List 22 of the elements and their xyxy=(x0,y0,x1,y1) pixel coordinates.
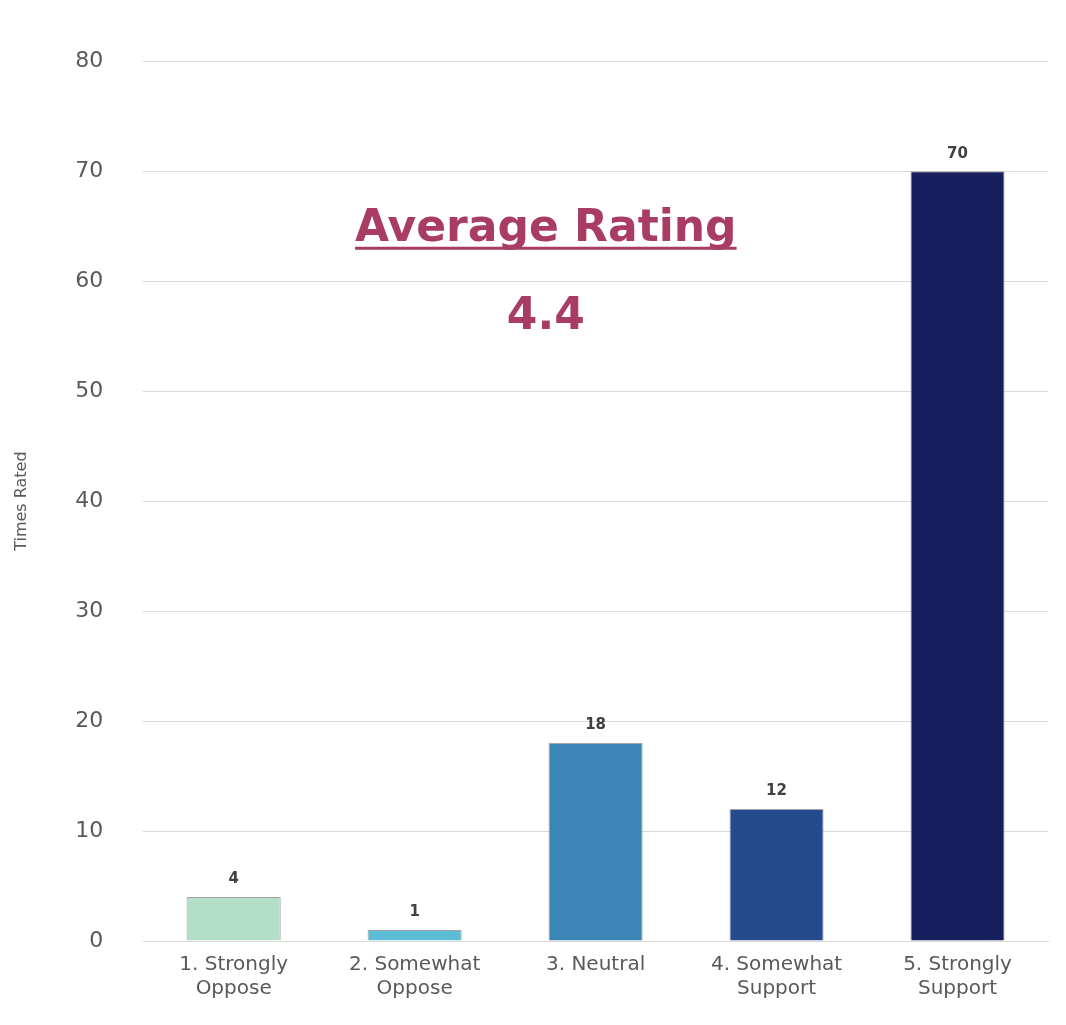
y-tick-label: 30 xyxy=(75,596,104,622)
y-tick-label: 50 xyxy=(75,376,104,402)
data-label: 4 xyxy=(228,869,239,888)
x-tick-label: 2. Somewhat Oppose xyxy=(348,951,481,1000)
y-axis-title: Times Rated xyxy=(10,451,30,552)
data-label: 12 xyxy=(766,781,787,800)
data-label: 1 xyxy=(409,902,420,921)
y-tick-label: 10 xyxy=(75,816,104,842)
data-label: 70 xyxy=(947,143,968,162)
x-tick-label: 4. Somewhat Support xyxy=(710,951,843,1000)
annotation: 4.4 xyxy=(506,288,585,340)
x-tick-label: 1. Strongly Oppose xyxy=(179,951,289,1000)
y-tick-label: 40 xyxy=(75,486,104,512)
x-tick-label: 5. Strongly Support xyxy=(903,951,1013,1000)
y-tick-label: 60 xyxy=(75,266,104,292)
annotation: Average Rating xyxy=(355,200,737,252)
y-tick-label: 80 xyxy=(75,46,104,72)
y-tick-label: 0 xyxy=(89,926,104,952)
y-tick-label: 20 xyxy=(75,706,104,732)
x-tick-label: 3. Neutral xyxy=(545,951,646,976)
y-tick-label: 70 xyxy=(75,156,104,182)
data-label: 18 xyxy=(585,715,607,734)
